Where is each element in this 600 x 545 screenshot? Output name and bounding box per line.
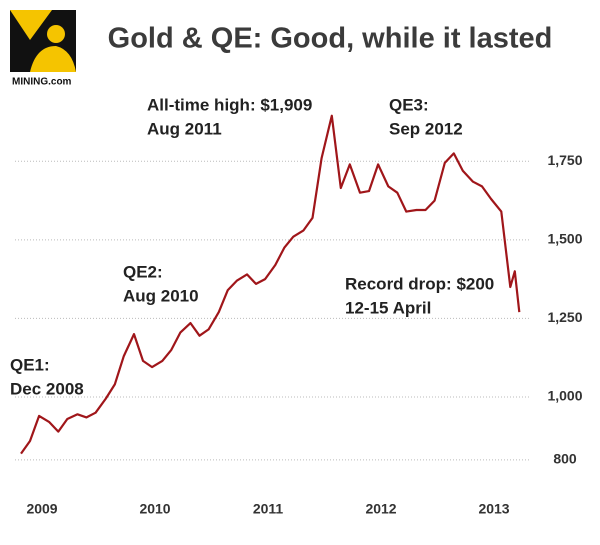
x-tick-label: 2013 (478, 501, 509, 517)
annotation: Aug 2011 (147, 119, 222, 138)
x-tick-label: 2010 (139, 501, 170, 517)
chart-title: Gold & QE: Good, while it lasted (108, 23, 553, 55)
logo-text: MINING.com (12, 77, 72, 88)
logo-body (30, 46, 76, 72)
y-tick-label: 1,000 (547, 388, 582, 404)
y-tick-label: 800 (553, 451, 577, 467)
y-tick-label: 1,750 (547, 152, 582, 168)
annotation: Aug 2010 (123, 286, 199, 305)
annotation: 12-15 April (345, 298, 431, 317)
annotation: Sep 2012 (389, 119, 463, 138)
annotation: QE3: (389, 95, 429, 114)
price-line (20, 114, 521, 455)
logo-head (47, 25, 65, 43)
annotation: QE2: (123, 262, 163, 281)
x-tick-label: 2012 (365, 501, 396, 517)
y-tick-label: 1,500 (547, 231, 582, 247)
x-tick-label: 2011 (253, 501, 284, 517)
y-tick-label: 1,250 (547, 309, 582, 325)
annotation: QE1: (10, 355, 50, 374)
annotation: All-time high: $1,909 (147, 95, 312, 114)
annotation: Dec 2008 (10, 379, 84, 398)
x-tick-label: 2009 (26, 501, 57, 517)
logo-shape (10, 10, 52, 40)
annotation: Record drop: $200 (345, 274, 494, 293)
